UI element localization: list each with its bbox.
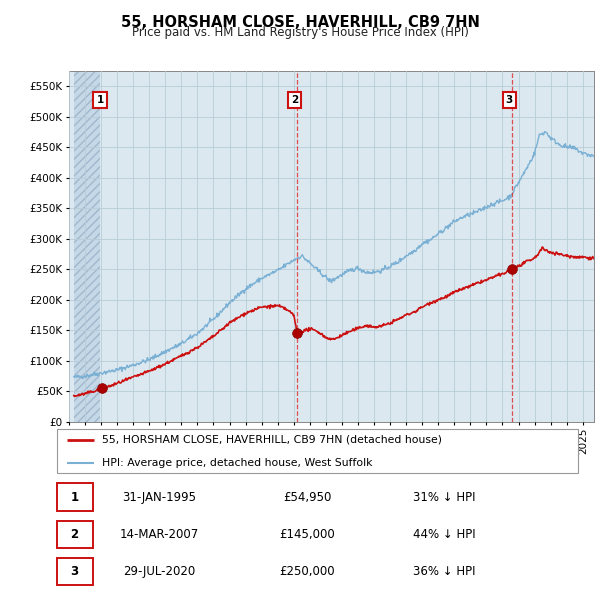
Text: 31% ↓ HPI: 31% ↓ HPI <box>413 490 476 504</box>
Text: 44% ↓ HPI: 44% ↓ HPI <box>413 527 476 541</box>
Bar <box>74 71 100 422</box>
Text: 36% ↓ HPI: 36% ↓ HPI <box>413 565 476 578</box>
Text: £250,000: £250,000 <box>280 565 335 578</box>
Text: 29-JUL-2020: 29-JUL-2020 <box>124 565 196 578</box>
FancyBboxPatch shape <box>56 520 92 548</box>
FancyBboxPatch shape <box>56 483 92 511</box>
Bar <box>74 71 100 422</box>
Text: 2: 2 <box>291 95 298 105</box>
FancyBboxPatch shape <box>56 428 578 473</box>
Text: 55, HORSHAM CLOSE, HAVERHILL, CB9 7HN: 55, HORSHAM CLOSE, HAVERHILL, CB9 7HN <box>121 15 479 30</box>
Text: 14-MAR-2007: 14-MAR-2007 <box>120 527 199 541</box>
Text: 55, HORSHAM CLOSE, HAVERHILL, CB9 7HN (detached house): 55, HORSHAM CLOSE, HAVERHILL, CB9 7HN (d… <box>101 435 442 445</box>
Text: 3: 3 <box>506 95 513 105</box>
Text: 3: 3 <box>71 565 79 578</box>
Text: £145,000: £145,000 <box>280 527 335 541</box>
Text: £54,950: £54,950 <box>283 490 332 504</box>
FancyBboxPatch shape <box>56 558 92 585</box>
Text: 1: 1 <box>97 95 104 105</box>
Text: Price paid vs. HM Land Registry's House Price Index (HPI): Price paid vs. HM Land Registry's House … <box>131 26 469 39</box>
Text: HPI: Average price, detached house, West Suffolk: HPI: Average price, detached house, West… <box>101 458 372 468</box>
Text: 31-JAN-1995: 31-JAN-1995 <box>122 490 197 504</box>
Text: 1: 1 <box>71 490 79 504</box>
Text: 2: 2 <box>71 527 79 541</box>
